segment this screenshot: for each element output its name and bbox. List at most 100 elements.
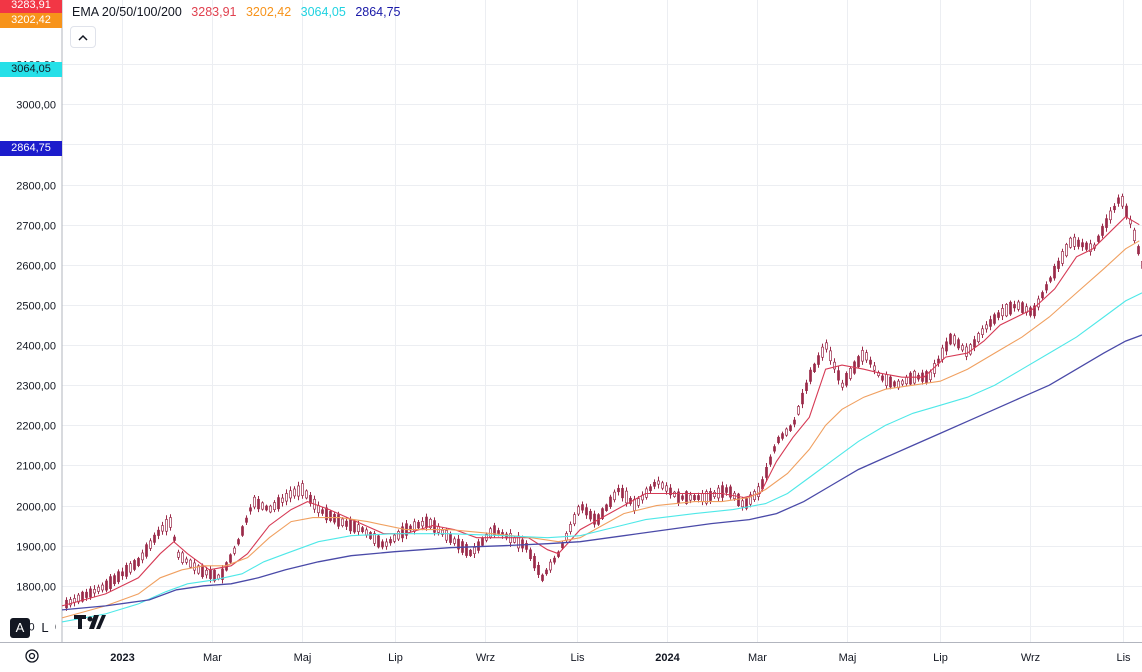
y-tick-label: 1900,00 — [16, 542, 56, 554]
legend-value-ema20: 3283,91 — [191, 5, 237, 19]
auto-scale-button[interactable]: A — [10, 618, 30, 638]
candle-body — [693, 495, 696, 501]
candle-body — [89, 588, 92, 598]
candle-body — [965, 346, 968, 357]
candle-body — [169, 517, 172, 528]
x-tick-label: Lip — [933, 652, 948, 664]
candle-body — [725, 487, 728, 493]
candle-body — [593, 513, 596, 525]
candle-body — [881, 375, 884, 381]
candle-body — [145, 544, 148, 557]
y-tick-label: 2000,00 — [16, 502, 56, 514]
log-scale-button[interactable]: L — [35, 618, 55, 638]
candle-body — [741, 500, 744, 508]
candle-body — [773, 446, 776, 452]
candle-body — [1081, 242, 1084, 248]
candle-body — [545, 569, 548, 575]
candle-body — [1137, 246, 1140, 255]
ema-lines — [61, 216, 1142, 623]
candle-body — [1041, 292, 1044, 299]
candle-body — [781, 433, 784, 439]
candle-body — [253, 496, 256, 508]
y-tick-label: 2400,00 — [16, 341, 56, 353]
candle-body — [105, 580, 108, 591]
candle-body — [757, 486, 760, 497]
candle-body — [905, 377, 908, 385]
candle-body — [133, 560, 136, 570]
candle-body — [1057, 260, 1060, 269]
candle-body — [389, 539, 392, 544]
candle-body — [973, 339, 976, 348]
candle-body — [813, 363, 816, 372]
candle-body — [849, 368, 852, 379]
candle-body — [685, 491, 688, 504]
candle-body — [581, 504, 584, 511]
y-tick-label: 1800,00 — [16, 582, 56, 594]
candle-body — [317, 505, 320, 514]
x-tick-label: 2024 — [655, 652, 680, 664]
x-tick-label: Lip — [388, 652, 403, 664]
candle-body — [425, 516, 428, 528]
candle-body — [237, 539, 240, 545]
candle-body — [769, 456, 772, 465]
collapse-legend-button[interactable] — [70, 26, 96, 48]
candle-body — [429, 518, 432, 529]
candle-body — [209, 569, 212, 579]
x-tick-label: Wrz — [476, 652, 495, 664]
candle-body — [949, 333, 952, 345]
candle-body — [233, 547, 236, 554]
x-tick-label: Mar — [748, 652, 767, 664]
candle-body — [113, 575, 116, 585]
candle-body — [445, 530, 448, 541]
candle-body — [609, 496, 612, 507]
candle-body — [1105, 218, 1108, 228]
candle-body — [825, 342, 828, 350]
candle-body — [561, 543, 564, 549]
candle-body — [925, 371, 928, 384]
candle-body — [981, 328, 984, 335]
candle-body — [309, 494, 312, 504]
candle-body — [893, 381, 896, 387]
ema100-line — [61, 292, 1142, 623]
candle-body — [1097, 235, 1100, 242]
y-tick-label: 2100,00 — [16, 461, 56, 473]
candle-body — [573, 514, 576, 525]
candle-body — [245, 517, 248, 523]
candle-body — [157, 529, 160, 536]
candle-body — [797, 406, 800, 415]
candle-body — [301, 483, 304, 496]
candle-body — [361, 527, 364, 532]
candle-body — [189, 559, 192, 568]
candle-body — [465, 544, 468, 556]
candle-body — [277, 497, 280, 510]
candle-body — [117, 571, 120, 583]
candle-body — [97, 586, 100, 592]
candle-body — [449, 533, 452, 543]
candle-body — [909, 372, 912, 385]
candle-body — [153, 534, 156, 543]
candle-body — [265, 505, 268, 511]
candle-body — [697, 495, 700, 500]
candle-body — [201, 565, 204, 578]
candle-body — [1033, 305, 1036, 317]
candle-body — [513, 537, 516, 543]
candle-body — [993, 314, 996, 324]
candle-body — [305, 490, 308, 499]
candle-body — [1009, 301, 1012, 315]
legend-value-ema200: 2864,75 — [355, 5, 401, 19]
indicator-legend[interactable]: EMA 20/50/100/200 3283,91 3202,42 3064,0… — [72, 5, 407, 19]
settings-gear-icon[interactable] — [24, 648, 40, 664]
candle-body — [945, 341, 948, 352]
chevron-up-icon — [78, 34, 88, 41]
candle-body — [1061, 251, 1064, 264]
candle-body — [93, 588, 96, 594]
y-tick-label: 2300,00 — [16, 381, 56, 393]
candle-body — [701, 493, 704, 502]
candle-body — [865, 352, 868, 361]
candle-body — [1069, 237, 1072, 248]
candle-body — [689, 494, 692, 501]
candle-body — [469, 549, 472, 556]
candle-body — [541, 574, 544, 581]
candle-body — [677, 491, 680, 504]
